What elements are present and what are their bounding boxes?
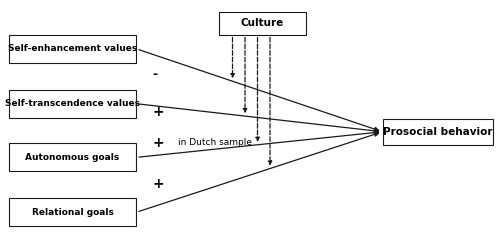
Text: Autonomous goals: Autonomous goals	[26, 153, 120, 162]
Text: Self-enhancement values: Self-enhancement values	[8, 44, 137, 53]
Text: Relational goals: Relational goals	[32, 208, 114, 217]
FancyBboxPatch shape	[8, 90, 136, 118]
Text: Culture: Culture	[241, 18, 284, 28]
Text: +: +	[152, 177, 164, 191]
Text: -: -	[152, 68, 158, 81]
Text: in Dutch sample: in Dutch sample	[178, 138, 252, 147]
Text: +: +	[152, 136, 164, 150]
FancyBboxPatch shape	[8, 35, 136, 63]
Text: Prosocial behavior: Prosocial behavior	[383, 127, 492, 137]
Text: Self-transcendence values: Self-transcendence values	[5, 99, 140, 108]
FancyBboxPatch shape	[382, 119, 492, 144]
Text: +: +	[152, 105, 164, 119]
FancyBboxPatch shape	[219, 11, 306, 35]
FancyBboxPatch shape	[8, 143, 136, 171]
FancyBboxPatch shape	[8, 198, 136, 226]
